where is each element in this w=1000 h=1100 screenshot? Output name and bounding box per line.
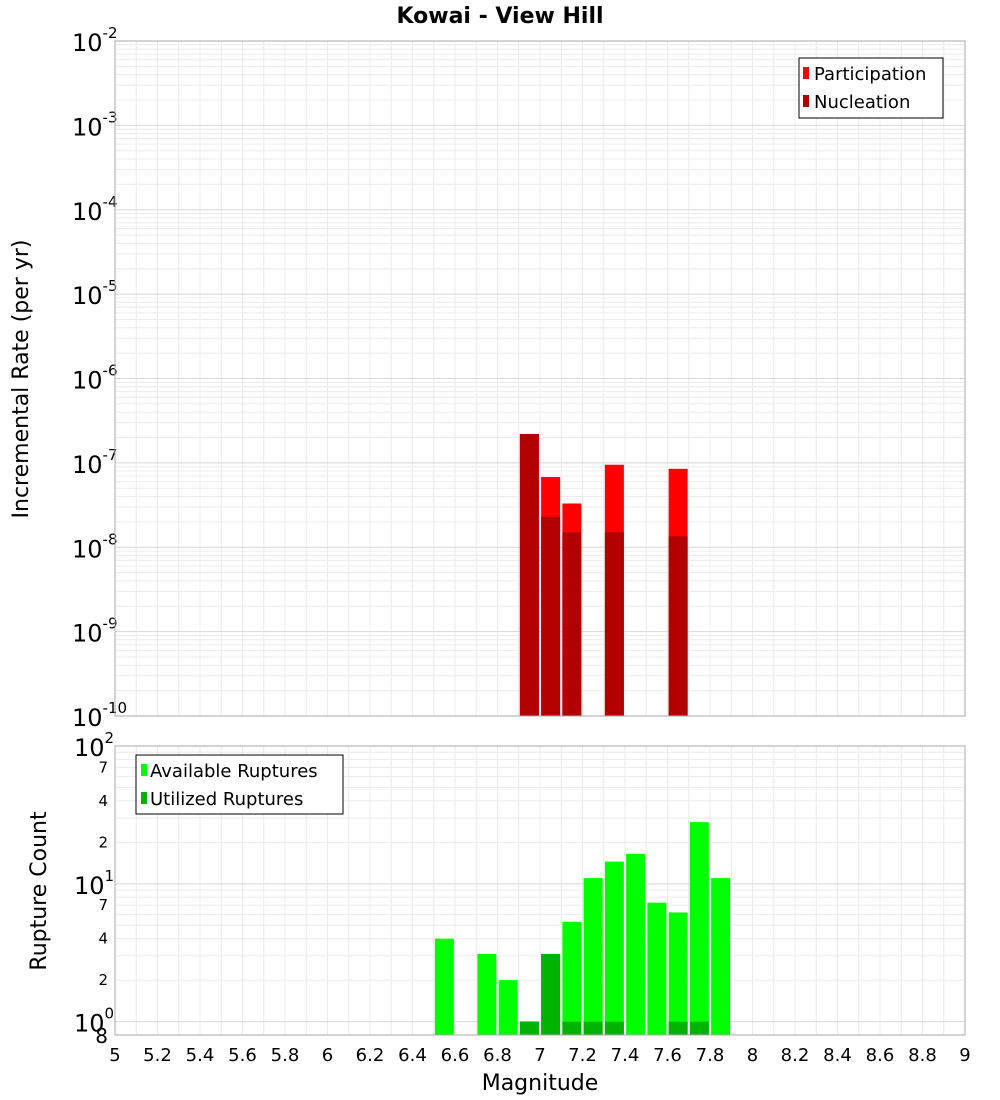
bar-utilized-ruptures [604,1021,624,1035]
rate-gridlines [114,41,966,717]
count-legend: Available Ruptures Utilized Ruptures [135,754,344,815]
bar-utilized-ruptures [562,1021,582,1035]
x-tick-label: 6.6 [441,1045,470,1066]
bar-utilized-ruptures [583,1021,603,1035]
x-tick-label: 8.6 [866,1045,895,1066]
chart-title: Kowai - View Hill [396,4,603,29]
rate-y-tick-label: 10-3 [72,108,118,141]
bar-nucleation [519,433,539,716]
bar-nucleation [541,516,561,716]
rate-y-tick-label: 10-2 [72,24,118,57]
rate-y-tick-exponent: -9 [103,615,118,633]
x-tick-label: 5 [109,1045,120,1066]
bar-available-ruptures [477,953,497,1035]
bar-available-ruptures [689,822,709,1035]
bar-available-ruptures [562,921,582,1035]
x-tick-label: 8.2 [781,1045,810,1066]
legend-swatch-utilized [141,792,147,804]
rate-y-tick-label: 10-6 [72,362,118,395]
x-tick-label: 6.4 [398,1045,427,1066]
legend-label-nucleation: Nucleation [814,92,910,113]
count-legend-box [135,754,344,815]
bar-available-ruptures [626,853,646,1035]
count-plot-border [114,745,966,1036]
count-y-tick-exponent: 2 [105,729,115,747]
bar-utilized-ruptures [689,1021,709,1035]
x-axis-label: Magnitude [482,1071,599,1096]
rate-legend-box [798,57,944,119]
bar-available-ruptures [647,902,667,1035]
rate-y-axis-label: Incremental Rate (per yr) [9,240,34,519]
rate-y-tick-exponent: -6 [103,362,118,380]
bar-available-ruptures [498,980,518,1035]
rate-y-tick-exponent: -2 [103,24,118,42]
rate-y-tick-exponent: -3 [103,108,118,126]
x-axis-ticks: 5 5.2 5.4 5.6 5.8 6 6.2 6.4 6.6 6.8 7 7.2 7.4 7.6 7.8 8… [109,1045,970,1066]
count-y-tick-label: 101 [74,867,114,900]
x-tick-label: 5.4 [186,1045,215,1066]
rate-y-tick-exponent: -8 [103,530,118,548]
count-y-minor-label: 2 [98,971,108,989]
legend-swatch-available [141,764,147,776]
rate-y-tick-exponent: -5 [103,277,118,295]
x-tick-label: 5.6 [228,1045,257,1066]
x-tick-label: 8.4 [823,1045,852,1066]
bar-nucleation [668,536,688,716]
count-y-minor-label: 7 [98,896,108,914]
bar-available-ruptures [604,861,624,1035]
count-y-minor-label: 7 [98,758,108,776]
x-tick-label: 5.2 [143,1045,172,1066]
count-bars [434,822,731,1035]
count-y-tick-exponent: 1 [105,867,115,885]
x-tick-label: 6.2 [356,1045,385,1066]
bar-nucleation [562,532,582,716]
x-tick-label: 6.8 [483,1045,512,1066]
legend-swatch-nucleation [803,95,809,107]
rate-legend: Participation Nucleation [798,57,944,119]
x-tick-label: 5.8 [271,1045,300,1066]
legend-swatch-participation [803,67,809,79]
x-tick-label: 8 [747,1045,758,1066]
count-y-tick-label: 102 [74,729,114,762]
x-tick-label: 8.8 [908,1045,937,1066]
bar-utilized-ruptures [519,1021,539,1035]
x-tick-label: 7.4 [611,1045,640,1066]
rate-bars [519,433,688,716]
bar-available-ruptures [668,912,688,1035]
count-y-minor-label: 8 [95,1024,108,1048]
count-y-minor-label: 2 [98,833,108,851]
rate-y-tick-exponent: -7 [103,446,118,464]
bar-available-ruptures [711,878,731,1035]
x-tick-label: 9 [959,1045,970,1066]
x-tick-label: 7.2 [568,1045,597,1066]
x-tick-label: 7.8 [696,1045,725,1066]
count-y-minor-label: 4 [98,930,108,948]
bar-nucleation [604,532,624,716]
rate-plot-border [114,40,966,717]
bar-available-ruptures [583,878,603,1035]
legend-label-available: Available Ruptures [150,761,318,782]
count-y-minor-label: 4 [98,792,108,810]
x-tick-label: 6 [322,1045,333,1066]
legend-label-participation: Participation [814,64,926,85]
bar-available-ruptures [434,938,454,1035]
rate-y-tick-exponent: -4 [103,193,118,211]
x-tick-label: 7.6 [653,1045,682,1066]
bar-utilized-ruptures [541,953,561,1035]
bar-utilized-ruptures [668,1021,688,1035]
count-y-tick-exponent: 0 [105,1005,115,1023]
legend-label-utilized: Utilized Ruptures [150,789,303,810]
count-y-axis-label: Rupture Count [27,811,52,971]
x-tick-label: 7 [534,1045,545,1066]
